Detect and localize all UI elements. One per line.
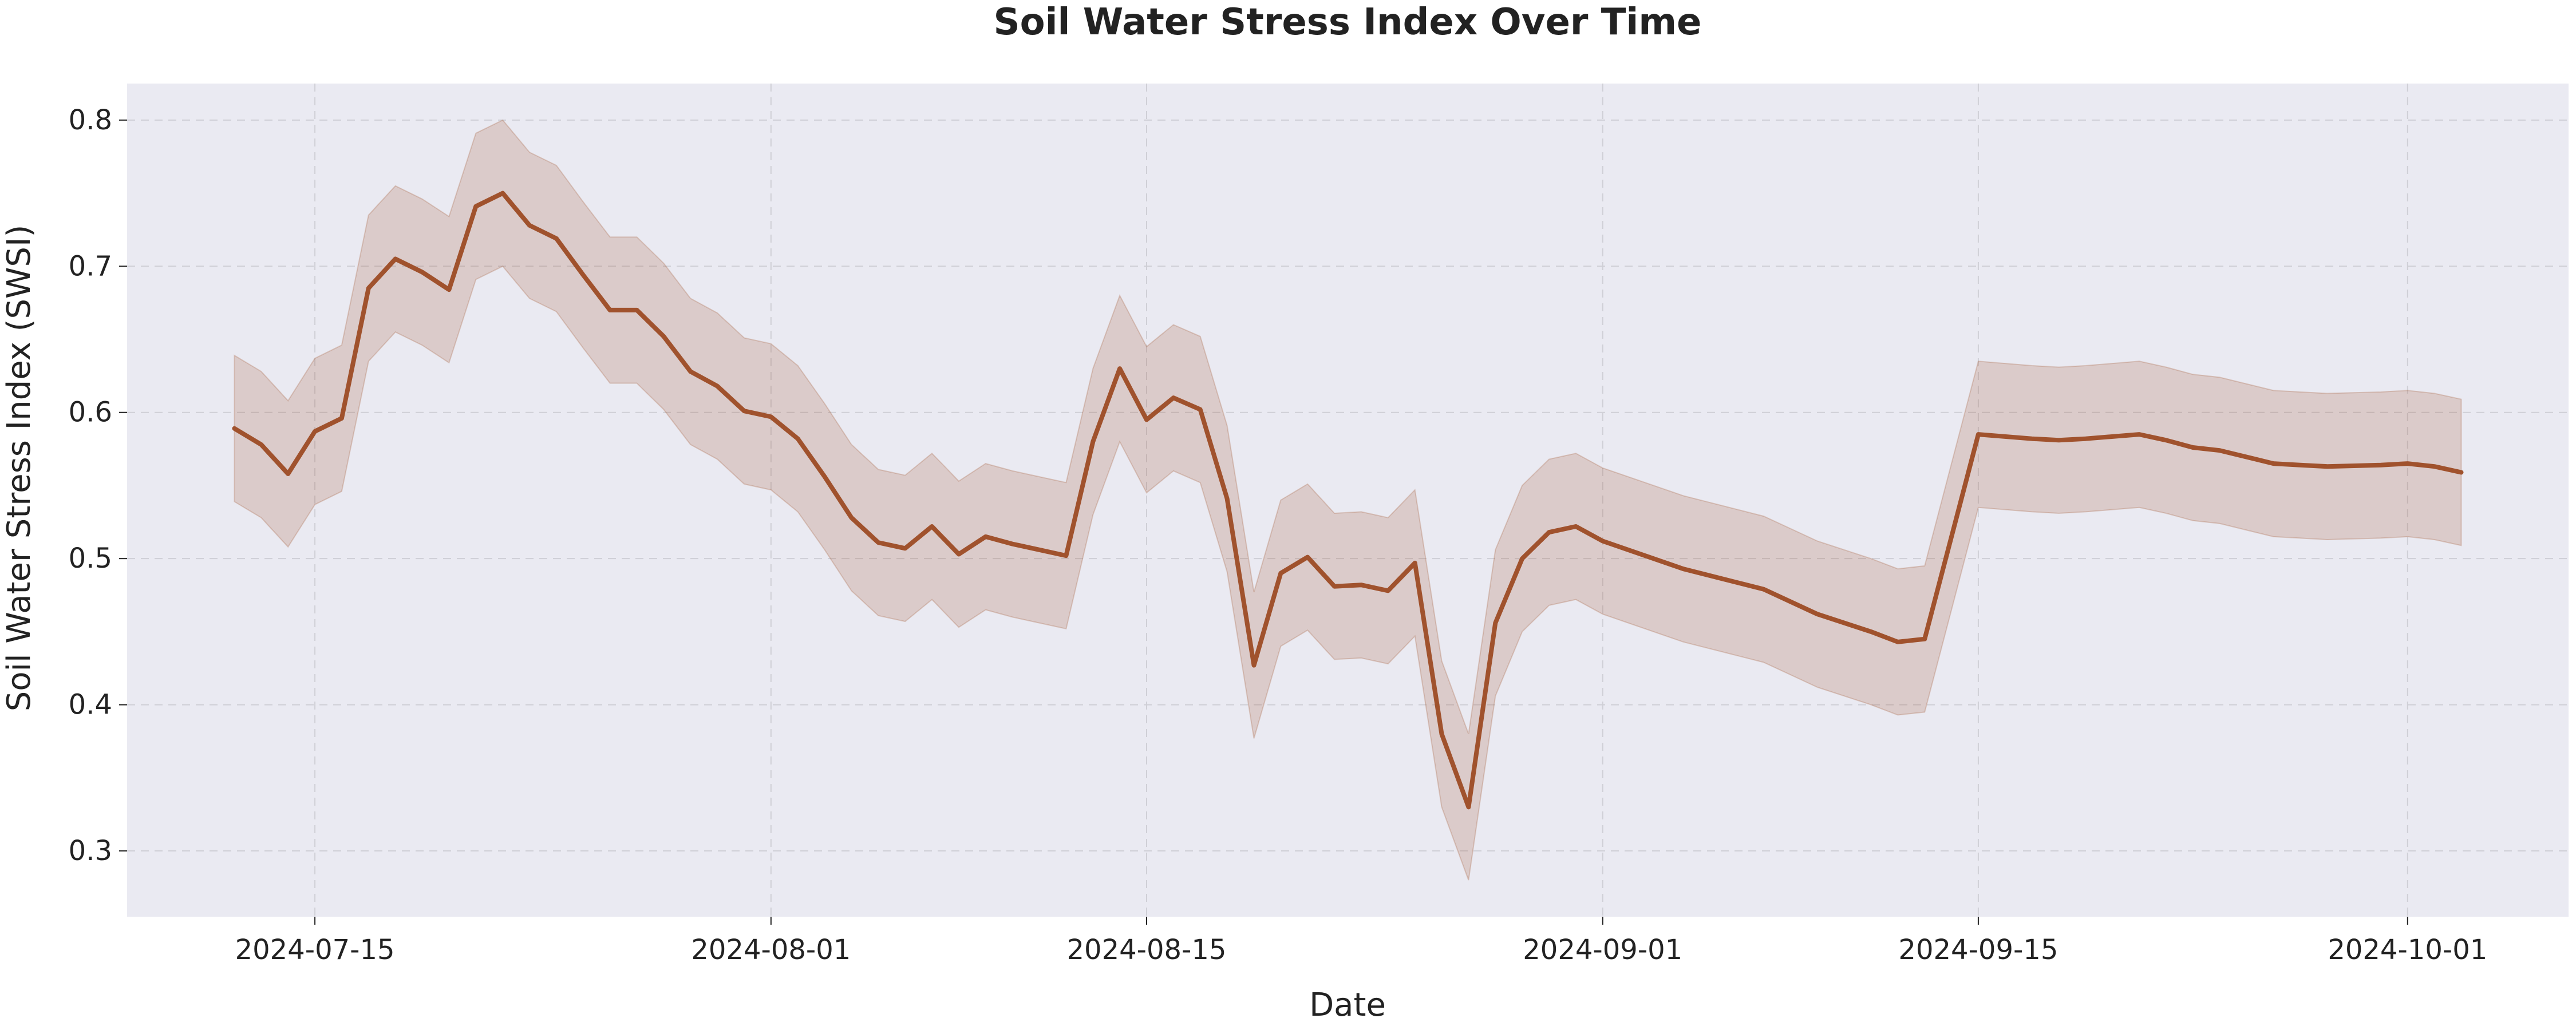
- chart-title: Soil Water Stress Index Over Time: [994, 1, 1702, 43]
- y-tick-label: 0.8: [69, 104, 112, 136]
- line-layer: [232, 191, 2464, 810]
- y-tick-label: 0.5: [69, 542, 112, 575]
- x-tick-label: 2024-09-01: [1523, 934, 1682, 966]
- x-axis-label: Date: [1309, 987, 1386, 1024]
- swsi-line: [232, 191, 2464, 810]
- x-tick-label: 2024-09-15: [1898, 934, 2058, 966]
- x-tick-label: 2024-08-15: [1067, 934, 1227, 966]
- y-axis-label: Soil Water Stress Index (SWSI): [1, 225, 38, 712]
- y-tick-label: 0.4: [69, 689, 112, 721]
- x-tick-label: 2024-07-15: [235, 934, 395, 966]
- y-tick-label: 0.7: [69, 250, 112, 282]
- plot-area: [127, 84, 2569, 917]
- y-axis: 0.3 0.4 0.5 0.6 0.7 0.8: [69, 104, 127, 867]
- confidence-band: [234, 119, 2462, 881]
- x-axis: 2024-07-15 2024-08-01 2024-08-15 2024-09-01…: [235, 917, 2487, 966]
- x-tick-label: 2024-10-01: [2328, 934, 2487, 966]
- y-tick-label: 0.3: [69, 835, 112, 867]
- confidence-band-layer: [234, 119, 2462, 881]
- grid-layer: [127, 84, 2569, 917]
- x-tick-label: 2024-08-01: [691, 934, 851, 966]
- y-tick-label: 0.6: [69, 397, 112, 429]
